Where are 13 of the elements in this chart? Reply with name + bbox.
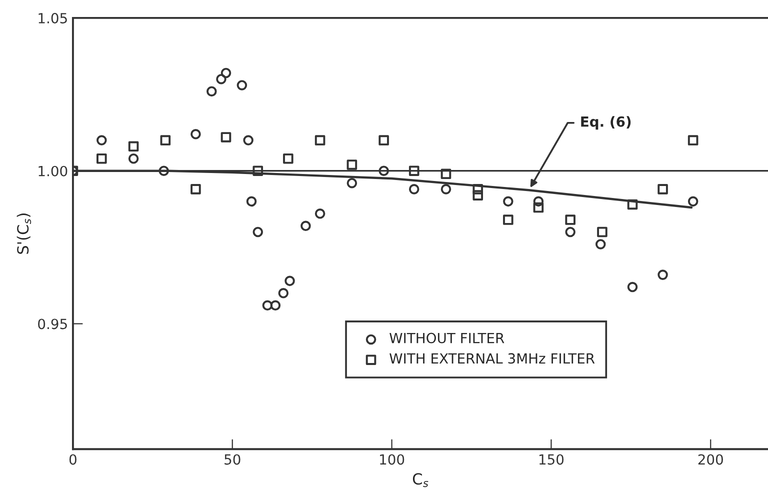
y-tick-label: 0.95	[38, 318, 67, 330]
y-tick-label: 1.00	[38, 166, 68, 176]
y-tick-label: 1.05	[38, 12, 67, 24]
x-tick-label: 150	[539, 454, 564, 465]
legend-label: WITH EXTERNAL 3MHz FILTER	[390, 353, 595, 364]
x-tick-label: 100	[380, 454, 404, 465]
x-tick-label: 50	[224, 454, 240, 465]
x-tick-label: 200	[698, 454, 723, 465]
x-axis-title: C$_{s}$	[412, 473, 428, 488]
annotation: Eq. (6)	[581, 116, 631, 130]
legend-label: WITHOUT FILTER	[390, 332, 504, 344]
y-axis-title: S'(C$_{s}$)	[16, 214, 32, 254]
x-tick-label: 0	[69, 454, 76, 465]
